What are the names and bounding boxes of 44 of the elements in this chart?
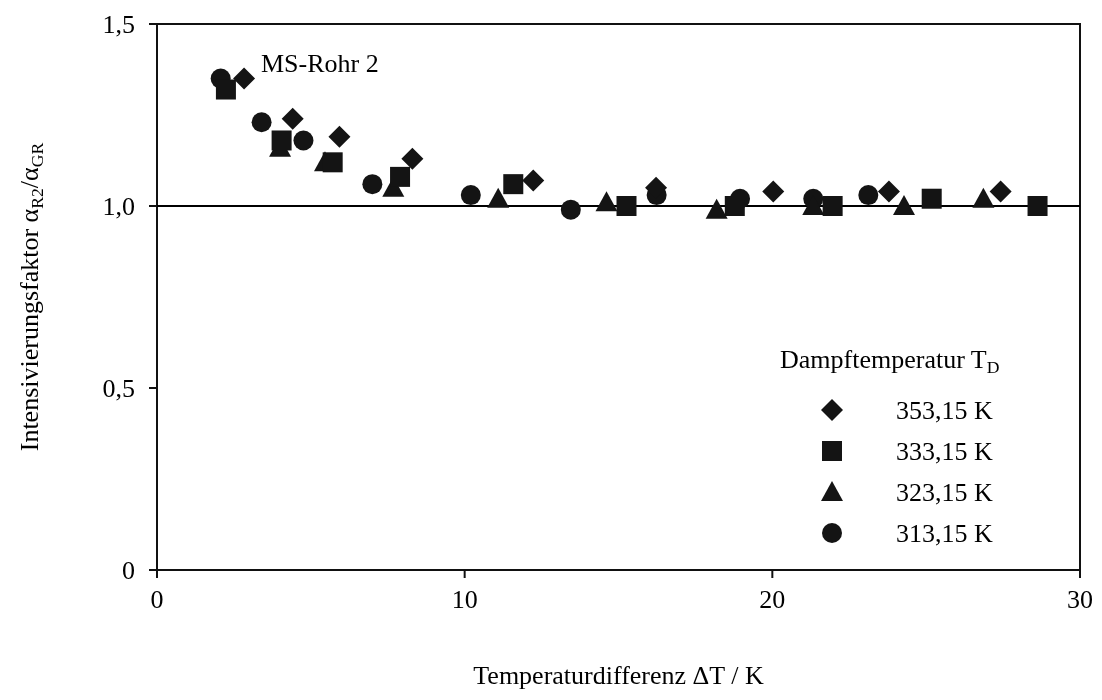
legend-label: 313,15 K	[896, 519, 993, 548]
point	[972, 187, 995, 208]
point	[401, 147, 424, 170]
point	[322, 152, 343, 173]
point	[921, 188, 942, 209]
x-tick-label: 10	[451, 585, 478, 614]
point	[522, 169, 545, 192]
point	[762, 180, 785, 203]
legend-label: 333,15 K	[896, 437, 993, 466]
point	[595, 191, 618, 212]
point	[1027, 196, 1048, 216]
annotation: MS-Rohr 2	[261, 49, 379, 78]
point	[705, 198, 728, 219]
point	[215, 79, 236, 100]
point	[893, 195, 916, 215]
point	[560, 199, 581, 220]
y-tick-label: 0	[122, 556, 135, 585]
point	[989, 180, 1012, 203]
point	[281, 107, 304, 130]
point	[233, 67, 256, 90]
x-axis-title: Temperaturdifferenz ΔT / K	[473, 661, 764, 690]
x-tick-label: 20	[759, 585, 786, 614]
y-tick-label: 0,5	[102, 374, 135, 403]
y-tick-label: 1,0	[102, 192, 135, 221]
point	[822, 196, 843, 216]
y-tick-label: 1,5	[102, 10, 135, 39]
legend-title: Dampftemperatur T$_{D}$	[780, 345, 1000, 378]
point	[858, 185, 879, 206]
x-tick-label: 30	[1067, 585, 1093, 614]
point	[293, 130, 314, 151]
point	[460, 185, 481, 206]
point	[503, 174, 524, 195]
point	[390, 166, 411, 187]
legend-label: 353,15 K	[896, 396, 993, 425]
point	[724, 196, 745, 216]
point	[487, 187, 510, 208]
point	[271, 130, 292, 151]
point	[251, 112, 272, 133]
point	[616, 196, 637, 216]
point	[362, 174, 383, 195]
x-tick-label: 0	[150, 585, 164, 614]
point	[877, 180, 900, 203]
point	[328, 125, 351, 148]
legend-label: 323,15 K	[896, 478, 993, 507]
